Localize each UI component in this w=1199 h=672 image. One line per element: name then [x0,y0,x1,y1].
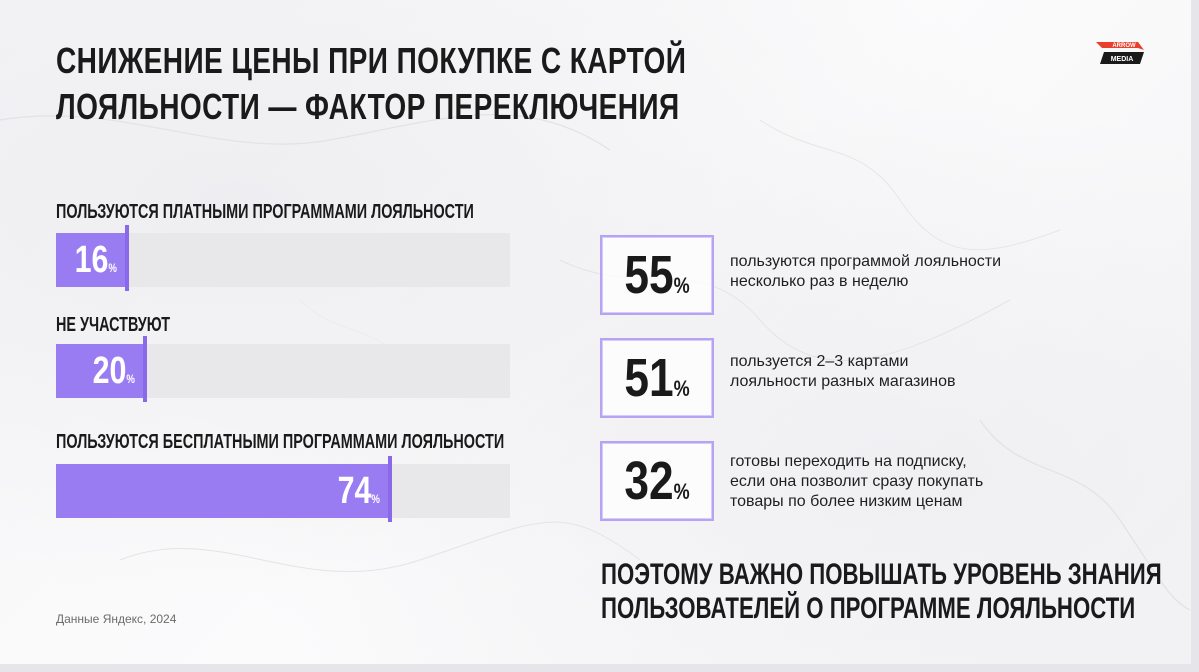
bar-value-label: 74% [338,470,380,520]
stat-value: 55% [612,245,702,316]
page-title: СНИЖЕНИЕ ЦЕНЫ ПРИ ПОКУПКЕ С КАРТОЙ ЛОЯЛЬ… [56,38,687,130]
stat-value: 51% [612,348,702,419]
conclusion-line-2: ПОЛЬЗОВАТЕЛЕЙ О ПРОГРАММЕ ЛОЯЛЬНОСТИ [601,592,1136,625]
bar-label: ПОЛЬЗУЮТСЯ ПЛАТНЫМИ ПРОГРАММАМИ ЛОЯЛЬНОС… [56,201,474,223]
stat-description-line: товары по более низким ценам [730,493,963,510]
bar-value-unit: % [108,261,117,275]
conclusion-text: ПОЭТОМУ ВАЖНО ПОВЫШАТЬ УРОВЕНЬ ЗНАНИЯ ПО… [601,558,1162,626]
bar-value-unit: % [371,492,380,506]
stat-description: пользуются программой лояльности несколь… [730,252,1050,292]
title-line-1: СНИЖЕНИЕ ЦЕНЫ ПРИ ПОКУПКЕ С КАРТОЙ [56,40,687,81]
source-note: Данные Яндекс, 2024 [56,612,177,626]
stat-box: 32% [600,441,714,521]
stat-description-line: если она позволит сразу покупать [730,473,984,490]
bar-marker [142,336,147,402]
stat-description-line: пользуются программой лояльности [730,253,1002,270]
bar-value: 74 [337,470,372,512]
bar-track: 20% [56,336,510,402]
stat-number: 51 [624,348,674,408]
bar-value-label: 16% [74,239,116,289]
bar-value-unit: % [126,372,135,386]
stat-description: пользуется 2–3 картами лояльности разных… [730,352,1050,392]
bar-marker [124,225,129,291]
window-edge-right [1191,0,1199,672]
stat-description-line: несколько раз в неделю [730,273,909,290]
arrow-media-logo: ARROW MEDIA [1096,42,1144,64]
stat-description-line: лояльности разных магазинов [730,373,956,390]
bar-value: 20 [92,350,127,392]
stat-unit: % [673,273,690,298]
stat-description: готовы переходить на подписку, если она … [730,452,1050,512]
stat-description-line: пользуется 2–3 картами [730,353,909,370]
bar-value-label: 20% [92,350,134,400]
bar-track: 16% [56,225,510,291]
logo-line-2: MEDIA [1111,56,1134,63]
bar [56,233,129,287]
stat-unit: % [673,376,690,401]
bar-label: ПОЛЬЗУЮТСЯ БЕСПЛАТНЫМИ ПРОГРАММАМИ ЛОЯЛЬ… [56,431,505,453]
stat-unit: % [673,479,690,504]
stat-number: 32 [624,451,674,511]
bar-marker [387,456,392,522]
stat-box: 51% [600,338,714,418]
conclusion-line-1: ПОЭТОМУ ВАЖНО ПОВЫШАТЬ УРОВЕНЬ ЗНАНИЯ [601,558,1162,591]
bar-value: 16 [74,239,109,281]
bar [56,344,147,398]
logo-line-1: ARROW [1112,43,1136,49]
stat-value: 32% [612,451,702,522]
stat-box: 55% [600,235,714,315]
bar [56,464,392,518]
window-edge-bottom [0,664,1199,672]
title-line-2: ЛОЯЛЬНОСТИ — ФАКТОР ПЕРЕКЛЮЧЕНИЯ [56,86,680,127]
bar-track: 74% [56,456,510,522]
stat-description-line: готовы переходить на подписку, [730,453,967,470]
bar-label: НЕ УЧАСТВУЮТ [56,314,171,336]
stat-number: 55 [624,245,674,305]
